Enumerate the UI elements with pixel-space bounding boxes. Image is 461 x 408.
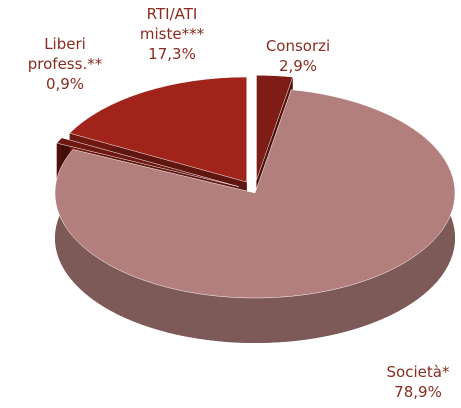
slice: [56, 137, 239, 187]
category-name: RTI/ATI miste***: [139, 5, 205, 43]
slice: [54, 89, 456, 299]
slice-label: Consorzi 2,9%: [253, 36, 343, 76]
value-label: 17,3%: [148, 45, 196, 63]
value-label: 2,9%: [278, 57, 318, 75]
category-name: Consorzi: [265, 37, 331, 55]
slice: [69, 76, 247, 183]
slice-label: Liberi profess.** 0,9%: [24, 34, 106, 94]
slice-label: RTI/ATI miste*** 17,3%: [132, 4, 212, 64]
category-name: Società*: [386, 363, 450, 381]
category-name: Liberi profess.**: [27, 35, 103, 73]
slice: [256, 75, 294, 181]
value-label: 78,9%: [394, 383, 442, 401]
value-label: 0,9%: [45, 75, 85, 93]
slice-label: Società* 78,9%: [373, 362, 461, 402]
